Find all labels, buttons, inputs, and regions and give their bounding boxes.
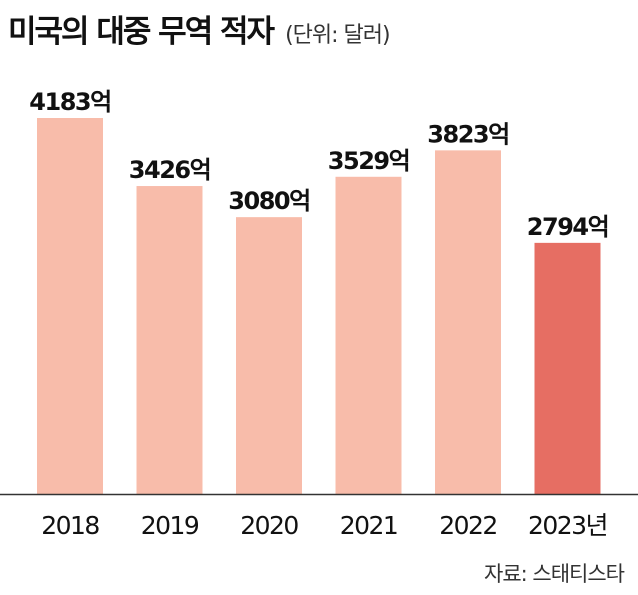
value-label-2018: 4183억 [29, 88, 110, 116]
value-label-2023년: 2794억 [527, 213, 608, 241]
x-tick-label-2018: 2018 [41, 511, 99, 540]
value-label-2020: 3080억 [228, 187, 309, 215]
x-tick-label-2022: 2022 [439, 511, 497, 540]
title-row: 미국의 대중 무역 적자 (단위: 달러) [8, 6, 391, 50]
x-tick-label-2019: 2019 [141, 511, 199, 540]
value-label-2021: 3529억 [328, 147, 409, 175]
bar-2023년 [534, 242, 601, 494]
source-note: 자료: 스태티스타 [484, 562, 625, 586]
x-tick-label-2020: 2020 [240, 511, 298, 540]
x-tick-label-2021: 2021 [340, 511, 398, 540]
unit-label: (단위: 달러) [285, 23, 391, 48]
bar-2019 [136, 186, 203, 495]
bar-2020 [236, 217, 302, 495]
chart-title: 미국의 대중 무역 적자 [8, 14, 275, 50]
value-label-2022: 3823억 [427, 120, 508, 148]
value-label-2019: 3426억 [129, 156, 210, 184]
bar-2022 [435, 150, 501, 494]
bar-2018 [37, 118, 103, 494]
x-tick-label-2023년: 2023년 [528, 511, 607, 540]
bar-2021 [335, 176, 402, 495]
